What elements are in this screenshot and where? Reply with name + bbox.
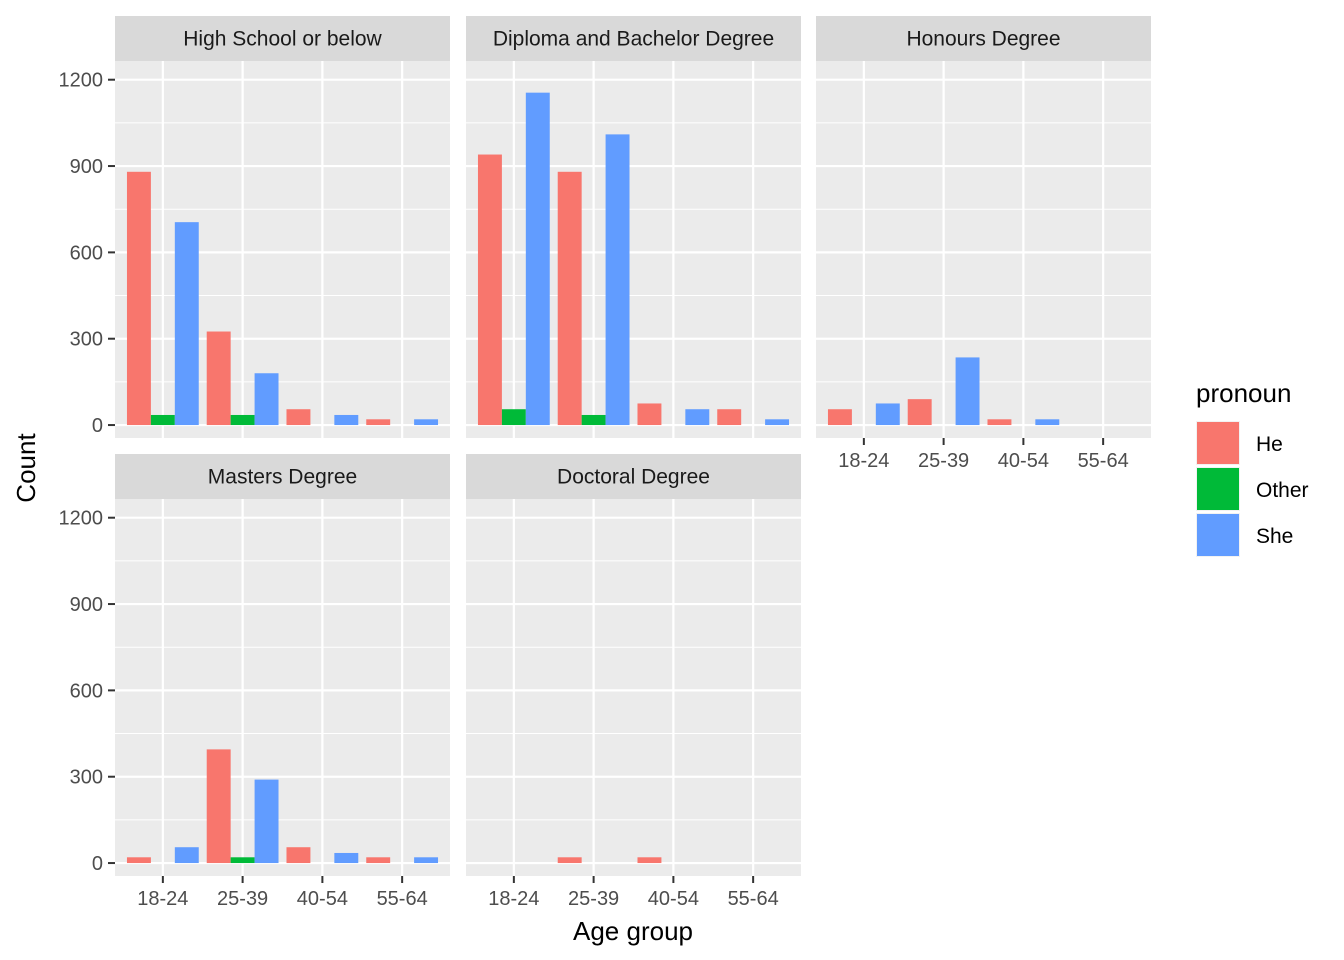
- x-tick-label: 25-39: [568, 888, 619, 910]
- facet-1: Diploma and Bachelor Degree: [466, 16, 801, 438]
- bar-other-25-39: [230, 414, 255, 426]
- facet-0-strip: [115, 16, 450, 61]
- bar-she-55-64: [414, 857, 439, 864]
- bar-he-40-54: [637, 857, 662, 864]
- bar-he-25-39: [206, 331, 231, 426]
- bar-she-40-54: [1035, 419, 1060, 426]
- legend-title: pronoun: [1196, 378, 1291, 408]
- bar-he-25-39: [206, 749, 231, 864]
- x-tick-label: 18-24: [838, 450, 889, 472]
- bar-she-18-24: [875, 403, 900, 426]
- facet-2-background: [816, 61, 1151, 438]
- bar-he-18-24: [827, 409, 852, 426]
- facet-1-background: [466, 61, 801, 438]
- facet-0-strip-label: High School or below: [183, 28, 382, 51]
- bar-he-25-39: [557, 857, 582, 864]
- y-tick-label: 1200: [59, 70, 104, 92]
- facet-3-background: [115, 499, 450, 876]
- bar-she-25-39: [254, 779, 279, 864]
- x-tick-label: 25-39: [217, 888, 268, 910]
- facet-0-background: [115, 61, 450, 438]
- bar-he-40-54: [637, 403, 662, 426]
- bar-he-18-24: [126, 857, 151, 864]
- bar-he-55-64: [366, 419, 391, 426]
- bar-she-25-39: [605, 134, 630, 426]
- bar-he-55-64: [366, 857, 391, 864]
- bar-she-25-39: [254, 373, 279, 426]
- facet-2: Honours Degree 18-24 25-39 40-54 55-64: [816, 16, 1151, 472]
- bar-she-40-54: [334, 852, 359, 864]
- x-tick-label: 40-54: [297, 888, 348, 910]
- bar-he-40-54: [286, 409, 311, 426]
- facet-panels: High School or below 0 300 600 900 1200 Diplom…: [59, 16, 1151, 910]
- bar-other-18-24: [150, 414, 175, 426]
- bar-he-55-64: [717, 409, 742, 426]
- y-tick-label: 300: [70, 767, 103, 789]
- bar-other-18-24: [501, 409, 526, 426]
- y-tick-label: 900: [70, 156, 103, 178]
- legend-key-she: [1197, 514, 1239, 556]
- y-tick-label: 900: [70, 594, 103, 616]
- bar-she-25-39: [955, 357, 980, 426]
- bar-he-18-24: [126, 171, 151, 426]
- y-tick-label: 600: [70, 680, 103, 702]
- bar-other-25-39: [581, 414, 606, 426]
- facet-3-strip-label: Masters Degree: [208, 466, 357, 489]
- y-tick-label: 0: [92, 853, 103, 875]
- y-tick-label: 0: [92, 415, 103, 437]
- bar-she-18-24: [174, 222, 199, 426]
- y-tick-label: 1200: [59, 508, 104, 530]
- facet-4-strip: [466, 454, 801, 499]
- facet-3-strip: [115, 454, 450, 499]
- facet-1-strip-label: Diploma and Bachelor Degree: [493, 28, 774, 51]
- x-tick-label: 55-64: [377, 888, 428, 910]
- bar-she-40-54: [334, 414, 359, 426]
- bar-she-55-64: [414, 419, 439, 426]
- x-tick-label: 40-54: [648, 888, 699, 910]
- y-tick-label: 300: [70, 329, 103, 351]
- facet-4: Doctoral Degree 18-24 25-39 40-54 55-64: [466, 454, 801, 910]
- bar-he-25-39: [557, 171, 582, 426]
- bar-he-40-54: [286, 847, 311, 864]
- facet-2-strip: [816, 16, 1151, 61]
- x-tick-label: 18-24: [137, 888, 188, 910]
- bar-he-25-39: [907, 399, 932, 426]
- x-tick-label: 40-54: [998, 450, 1049, 472]
- facet-0: High School or below 0 300 600 900 1200: [59, 16, 450, 438]
- facet-3: Masters Degree 0 300 600 900 1200 18-24 25-39 40…: [59, 454, 450, 910]
- bar-she-18-24: [174, 847, 199, 864]
- y-tick-label: 600: [70, 242, 103, 264]
- bar-he-18-24: [477, 154, 502, 426]
- bar-he-40-54: [987, 419, 1012, 426]
- legend: pronoun He Other She: [1196, 378, 1309, 557]
- facet-4-background: [466, 499, 801, 876]
- legend-label-she: She: [1256, 525, 1293, 548]
- bar-she-18-24: [525, 92, 550, 426]
- x-tick-label: 18-24: [488, 888, 539, 910]
- bar-other-25-39: [230, 857, 255, 864]
- legend-key-other: [1197, 468, 1239, 510]
- bar-she-55-64: [765, 419, 790, 426]
- x-tick-label: 55-64: [728, 888, 779, 910]
- x-axis-title: Age group: [573, 916, 693, 946]
- facet-2-strip-label: Honours Degree: [906, 28, 1060, 51]
- y-axis-title: Count: [11, 433, 41, 503]
- bar-she-40-54: [685, 409, 710, 426]
- x-tick-label: 25-39: [918, 450, 969, 472]
- facet-4-strip-label: Doctoral Degree: [557, 466, 710, 489]
- legend-key-he: [1197, 422, 1239, 464]
- x-tick-label: 55-64: [1078, 450, 1129, 472]
- legend-label-he: He: [1256, 433, 1283, 456]
- facet-1-strip: [466, 16, 801, 61]
- legend-label-other: Other: [1256, 479, 1309, 502]
